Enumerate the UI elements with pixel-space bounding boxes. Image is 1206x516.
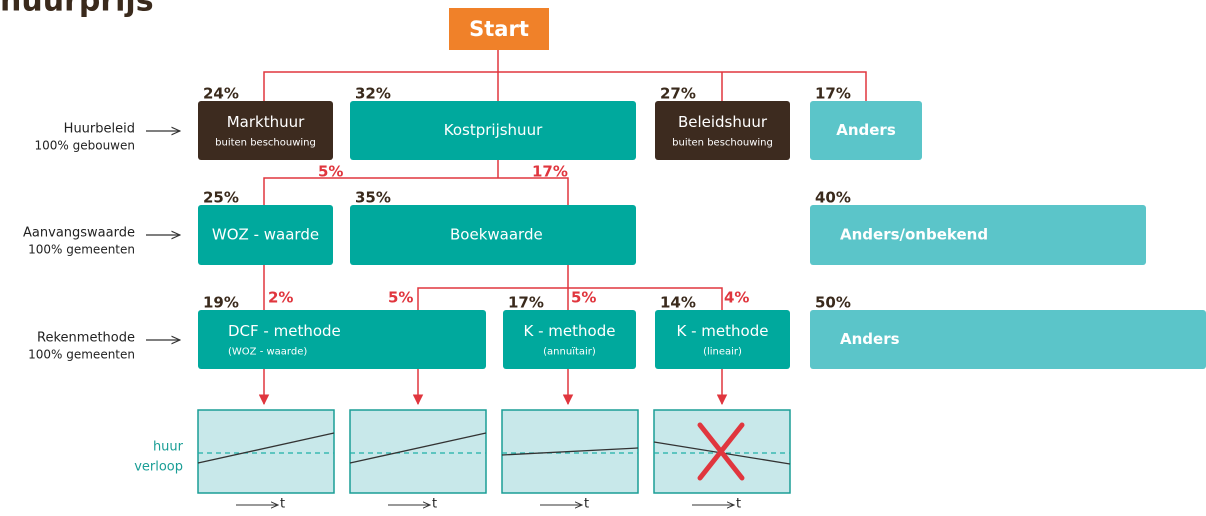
edge-pct: 5% <box>571 289 596 307</box>
edge-pct: 2% <box>268 289 293 307</box>
node-label: DCF - methode <box>228 322 341 340</box>
node-box <box>198 101 333 160</box>
start-label: Start <box>469 17 529 41</box>
node-sub: (annuïtair) <box>543 347 596 358</box>
node-box <box>198 310 486 369</box>
node-pct: 17% <box>508 294 544 312</box>
node-pct: 25% <box>203 189 239 207</box>
cross <box>697 422 745 481</box>
t-label: t <box>736 497 741 512</box>
node-box <box>198 205 333 265</box>
row-label: Aanvangswaarde <box>23 226 135 241</box>
t-label: t <box>432 497 437 512</box>
trend <box>197 432 335 464</box>
mini-chart <box>349 409 487 494</box>
node-box <box>810 101 922 160</box>
node-pct: 17% <box>815 85 851 103</box>
node-label: Anders <box>840 330 900 348</box>
node-label: Anders/onbekend <box>840 226 988 244</box>
node-pct: 50% <box>815 294 851 312</box>
node-sub: buiten beschouwing <box>672 138 773 149</box>
node-sub: (lineair) <box>703 347 742 358</box>
node-pct: 24% <box>203 85 239 103</box>
node-sub: (WOZ - waarde) <box>228 347 307 358</box>
t-label: t <box>584 497 589 512</box>
node-pct: 19% <box>203 294 239 312</box>
node-box <box>655 101 790 160</box>
node-pct: 14% <box>660 294 696 312</box>
edge-pct: 4% <box>724 289 749 307</box>
node-label: Anders <box>836 121 896 139</box>
node-box <box>350 101 636 160</box>
edge-pct: 5% <box>318 163 343 181</box>
row-sub: 100% gemeenten <box>28 348 135 362</box>
node-pct: 32% <box>355 85 391 103</box>
row-sub: 100% gebouwen <box>35 139 136 153</box>
node-box <box>810 310 1206 369</box>
node-label: K - methode <box>677 322 769 340</box>
node-box <box>503 310 636 369</box>
connectors <box>258 50 867 406</box>
node-box <box>655 310 790 369</box>
node-label: K - methode <box>524 322 616 340</box>
row-label: Huurbeleid <box>64 122 135 137</box>
node-box <box>810 205 1146 265</box>
node-label: Markthuur <box>227 113 305 131</box>
node-label: Kostprijshuur <box>444 121 543 139</box>
mini-chart <box>197 409 335 494</box>
edge-pct: 17% <box>532 163 568 181</box>
row-label: Rekenmethode <box>37 331 135 346</box>
node-pct: 35% <box>355 189 391 207</box>
node-pct: 27% <box>660 85 696 103</box>
edge-pct: 5% <box>388 289 413 307</box>
row-sub: 100% gemeenten <box>28 243 135 257</box>
trend <box>349 432 487 464</box>
y-label: verloop <box>134 460 183 475</box>
title: huurprijs <box>0 0 154 19</box>
node-label: Beleidshuur <box>678 113 768 131</box>
node-sub: buiten beschouwing <box>215 138 316 149</box>
node-pct: 40% <box>815 189 851 207</box>
trend <box>501 447 639 456</box>
node-box <box>350 205 636 265</box>
node-label: Boekwaarde <box>450 226 543 244</box>
t-label: t <box>280 497 285 512</box>
node-label: WOZ - waarde <box>212 226 319 244</box>
y-label: huur <box>153 440 184 455</box>
start-box <box>449 8 549 50</box>
